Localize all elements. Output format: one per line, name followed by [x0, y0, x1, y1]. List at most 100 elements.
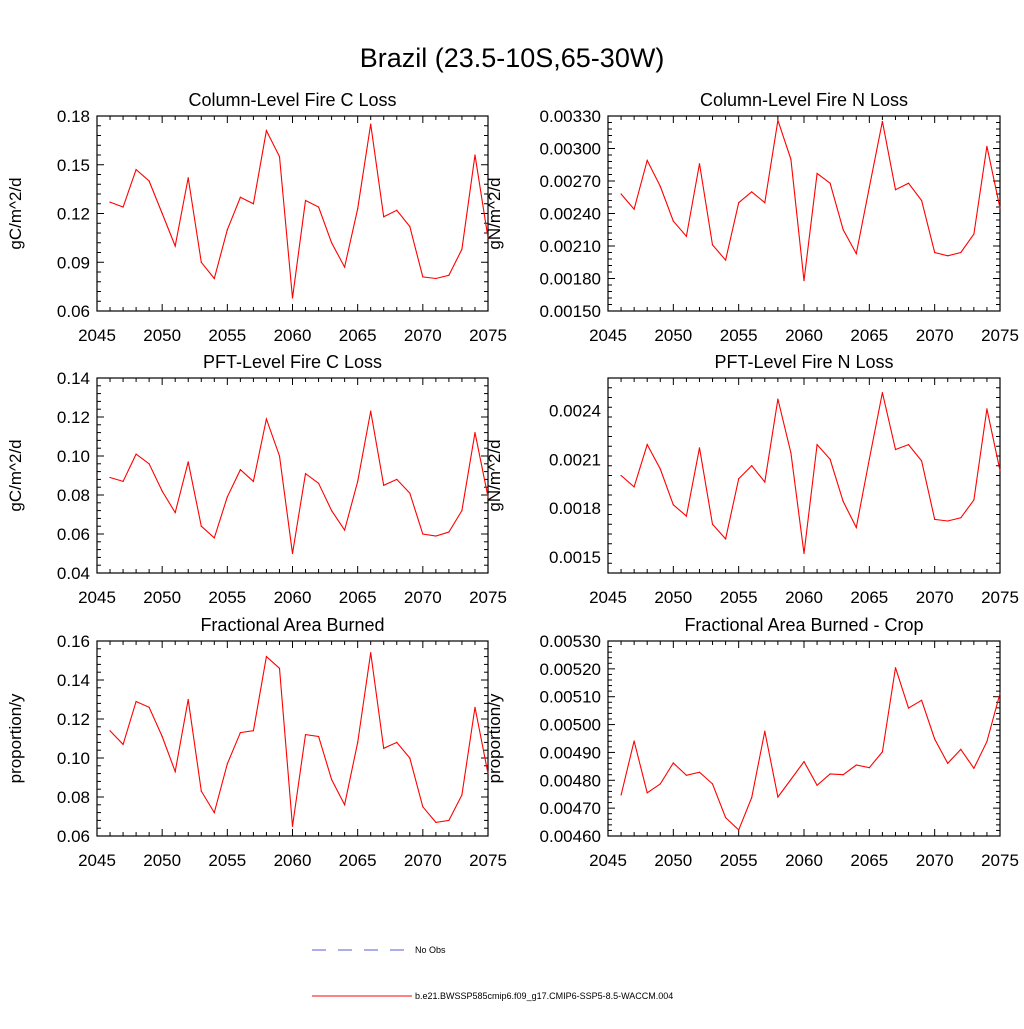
data-point	[633, 208, 635, 210]
data-point	[725, 259, 727, 261]
data-point	[738, 829, 740, 831]
data-point	[122, 206, 124, 208]
data-point	[161, 735, 163, 738]
series-line	[109, 124, 489, 299]
data-point	[487, 237, 489, 239]
data-point	[947, 762, 949, 764]
data-point	[370, 123, 372, 125]
chart-panel-6: 2045 2050 2055 2060 2065 2070 2075 0.00460 0.004…	[485, 615, 1019, 870]
data-point	[226, 763, 228, 765]
y-tick-label: 0.06	[57, 302, 90, 321]
x-tick-label: 2065	[339, 851, 377, 870]
x-tick-label: 2070	[404, 851, 442, 870]
data-point	[435, 821, 437, 823]
y-tick-label: 0.0024	[549, 402, 601, 421]
data-point	[291, 297, 294, 299]
data-point	[291, 552, 294, 555]
data-point	[435, 277, 437, 280]
data-point	[646, 792, 648, 794]
data-point	[357, 208, 359, 210]
panels: 2045 2050 2055 2060 2065 2070 2075 0.06 0.09 0.12…	[6, 90, 1019, 870]
data-point	[200, 261, 202, 263]
data-point	[213, 277, 215, 280]
x-tick-label: 2045	[589, 588, 627, 607]
data-point	[672, 762, 674, 764]
x-tick-label: 2065	[850, 326, 888, 345]
data-point	[855, 764, 857, 766]
y-tick-label: 0.09	[57, 253, 90, 272]
x-tick-label: 2075	[981, 326, 1019, 345]
data-point	[999, 470, 1001, 472]
series-line	[620, 667, 1001, 831]
x-tick-label: 2045	[78, 851, 116, 870]
y-tick-label: 0.00210	[540, 237, 601, 256]
data-point	[790, 778, 792, 781]
x-tick-label: 2070	[916, 851, 954, 870]
chart-panel-2: 2045 2050 2055 2060 2065 2070 2075 0.00150 0.001…	[485, 90, 1019, 345]
data-point	[409, 757, 411, 759]
data-point	[934, 518, 936, 520]
panel-title: Column-Level Fire C Loss	[188, 90, 396, 110]
data-point	[685, 774, 688, 776]
data-point	[474, 154, 476, 156]
y-tick-label: 0.00510	[540, 688, 601, 707]
data-point	[265, 418, 268, 420]
x-tick-label: 2045	[589, 326, 627, 345]
data-point	[829, 458, 831, 460]
y-axis-label: gC/m^2/d	[6, 439, 25, 511]
x-tick-label: 2060	[785, 851, 823, 870]
data-point	[148, 463, 150, 465]
data-point	[239, 732, 241, 734]
x-tick-label: 2075	[469, 588, 507, 607]
data-point	[396, 478, 398, 480]
series-line	[109, 411, 489, 554]
x-tick-label: 2075	[469, 851, 507, 870]
data-point	[973, 233, 975, 235]
data-point	[239, 196, 241, 198]
data-point	[738, 478, 740, 480]
data-point	[777, 398, 779, 400]
data-point	[396, 741, 398, 744]
data-point	[620, 193, 622, 195]
y-tick-label: 0.00480	[540, 771, 601, 790]
y-tick-label: 0.00490	[540, 743, 601, 762]
data-point	[816, 784, 818, 786]
y-tick-label: 0.00470	[540, 799, 601, 818]
plot-frame	[607, 640, 1001, 837]
data-point	[187, 698, 189, 701]
data-point	[435, 535, 437, 537]
data-point	[409, 225, 411, 228]
data-point	[135, 453, 137, 455]
data-point	[960, 251, 962, 254]
data-point	[803, 280, 805, 282]
y-tick-label: 0.06	[57, 827, 90, 846]
data-point	[200, 525, 202, 527]
data-point	[383, 484, 385, 486]
y-tick-label: 0.00270	[540, 172, 601, 191]
y-tick-label: 0.00460	[540, 827, 601, 846]
data-point	[265, 656, 268, 658]
data-point	[265, 130, 268, 132]
legend-label-model: b.e21.BWSSP585cmip6.f09_g17.CMIP6-SSP5-8…	[415, 991, 673, 1001]
data-point	[947, 255, 949, 257]
data-point	[685, 515, 688, 517]
series-line	[620, 392, 1001, 554]
data-point	[986, 740, 988, 743]
data-point	[396, 209, 398, 211]
data-point	[829, 773, 831, 775]
y-tick-label: 0.16	[57, 632, 90, 651]
data-point	[422, 276, 424, 278]
x-tick-label: 2070	[404, 326, 442, 345]
data-point	[409, 492, 411, 494]
plot-frame	[607, 115, 1001, 312]
panel-title: PFT-Level Fire N Loss	[714, 352, 893, 372]
y-tick-label: 0.00520	[540, 660, 601, 679]
data-point	[174, 511, 176, 514]
data-point	[252, 480, 254, 482]
x-tick-label: 2055	[720, 326, 758, 345]
data-point	[999, 692, 1001, 694]
plot-frame	[96, 640, 489, 837]
data-point	[842, 774, 844, 776]
x-tick-label: 2060	[274, 588, 312, 607]
data-point	[461, 794, 463, 796]
